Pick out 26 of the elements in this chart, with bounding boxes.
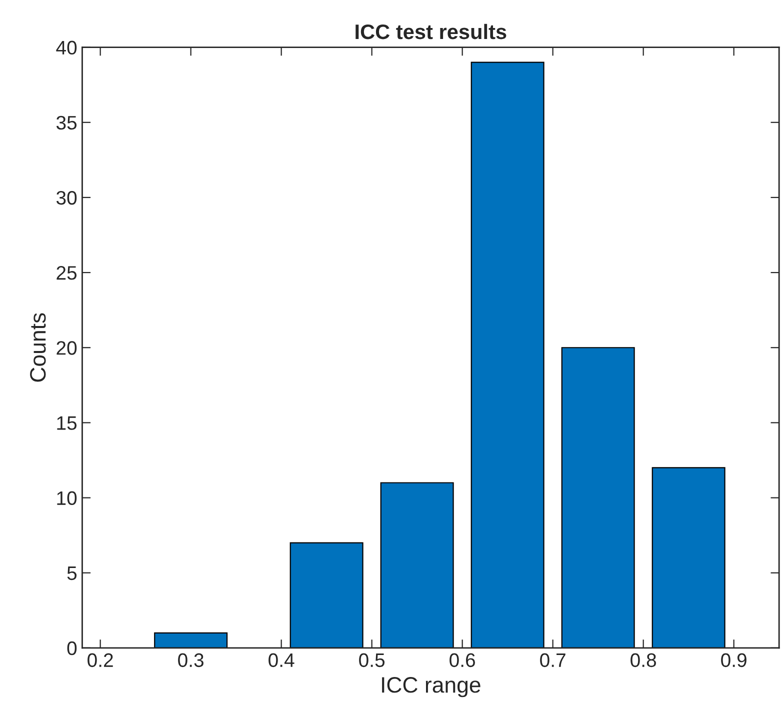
y-tick-label: 10	[57, 491, 77, 506]
x-tick-label: 0.4	[268, 653, 294, 668]
y-tick-label: 15	[57, 416, 77, 430]
bar	[154, 632, 228, 648]
x-tick-label: 0.7	[540, 653, 566, 668]
bar	[380, 482, 454, 648]
x-tick-label: 0.6	[450, 653, 475, 668]
bar	[470, 62, 544, 648]
x-axis-title: ICC range	[382, 677, 480, 698]
x-tick-label: 0.9	[721, 653, 746, 668]
y-axis-title: Counts	[30, 313, 46, 382]
y-tick-label: 40	[56, 40, 77, 55]
y-tick-label: 25	[56, 266, 77, 280]
bar	[652, 467, 726, 648]
chart-title: ICC test results	[356, 24, 506, 40]
bar	[290, 542, 364, 648]
y-tick-label: 20	[56, 341, 77, 355]
x-tick-label: 0.5	[359, 653, 385, 668]
x-tick-label: 0.2	[88, 653, 113, 668]
x-tick-label: 0.3	[178, 653, 204, 668]
bar	[561, 347, 635, 648]
x-tick-label: 0.8	[630, 653, 656, 668]
y-tick-label: 35	[56, 116, 77, 130]
y-tick-label: 5	[67, 566, 77, 580]
y-tick-label: 0	[67, 641, 77, 656]
y-tick-label: 30	[56, 190, 77, 205]
